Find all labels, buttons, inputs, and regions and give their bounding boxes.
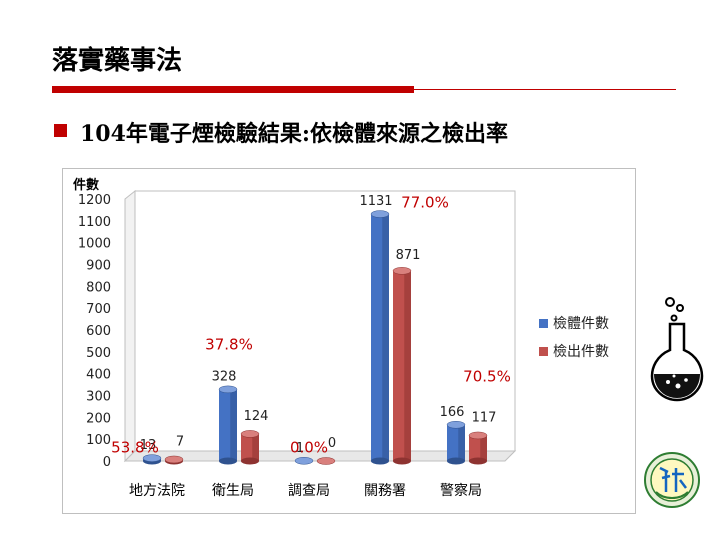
emblem-icon <box>644 452 700 508</box>
percent-label: 0.0% <box>290 438 328 456</box>
bar-2-series-2-shade <box>252 433 259 461</box>
legend-label-2: 檢出件數 <box>553 343 609 360</box>
bar-4-series-2-shade <box>404 270 411 461</box>
data-label-series-1: 328 <box>212 369 237 384</box>
y-tick-label: 700 <box>86 302 111 317</box>
bar-3-series-1-cap <box>294 457 314 465</box>
bar-5-series-1-cap <box>446 421 466 429</box>
bar-2-series-2-cap <box>240 430 260 438</box>
legend-label-1: 檢體件數 <box>553 315 609 332</box>
bar-4-series-1-base <box>371 457 389 465</box>
data-label-series-1: 1131 <box>359 194 392 209</box>
x-category-label: 關務署 <box>364 483 406 499</box>
chart-frame: 件數 0 100 200 300 400 500 600 700 800 900 1000 1100 12… <box>62 168 636 514</box>
bar-2-series-1-cap <box>218 385 238 394</box>
bar-2-series-1-shade <box>230 389 237 461</box>
bar-1-series-1-cap <box>142 454 162 462</box>
bar-5-series-2-base <box>469 457 487 465</box>
bar-2-series-2-base <box>241 457 259 465</box>
bar-5-series-1-shade <box>458 424 465 461</box>
y-tick-label: 600 <box>86 324 111 339</box>
title-underline <box>52 86 414 93</box>
bar-4-series-1-shade <box>382 214 389 461</box>
bar-chart: 件數 0 100 200 300 400 500 600 700 800 900 1000 1100 12… <box>73 177 609 499</box>
chart-side-wall <box>124 189 136 463</box>
y-tick-label: 400 <box>86 368 111 383</box>
legend-swatch-2 <box>539 347 548 356</box>
data-label-series-2: 7 <box>176 434 184 449</box>
data-label-series-2: 124 <box>244 409 269 424</box>
y-tick-label: 100 <box>86 433 111 448</box>
x-category-label: 調查局 <box>288 483 330 499</box>
bar-5-series-1-base <box>447 457 465 465</box>
percent-label: 37.8% <box>205 336 253 354</box>
y-tick-label: 800 <box>86 280 111 295</box>
bullet-icon <box>54 124 67 137</box>
bar-4-series-1-cap <box>370 210 390 218</box>
data-label-series-2: 871 <box>396 248 421 263</box>
bar-4-series-2-cap <box>392 267 412 275</box>
percent-label: 53.8% <box>111 438 159 456</box>
percent-label: 70.5% <box>463 367 511 385</box>
legend-swatch-1 <box>539 319 548 328</box>
title-underline-thin <box>414 89 676 90</box>
y-axis-title: 件數 <box>73 177 99 193</box>
y-tick-label: 200 <box>86 411 111 426</box>
data-label-series-2: 117 <box>472 410 497 425</box>
bar-5-series-2-shade <box>480 435 487 461</box>
x-category-label: 衛生局 <box>212 483 254 499</box>
x-category-label: 警察局 <box>440 482 482 499</box>
slide-title: 落實藥事法 <box>52 46 183 76</box>
data-label-series-1: 1 <box>296 441 304 456</box>
y-tick-label: 900 <box>86 259 111 274</box>
data-label-series-1: 166 <box>440 405 465 420</box>
data-label-series-2: 0 <box>328 436 336 451</box>
x-category-label: 地方法院 <box>129 483 185 499</box>
bar-1-series-2-cap <box>164 455 184 464</box>
bar-2-series-1-base <box>219 457 237 465</box>
bar-5-series-2-cap <box>468 431 488 440</box>
y-tick-label: 1100 <box>78 215 111 230</box>
y-tick-label: 1000 <box>78 237 111 252</box>
y-tick-label: 0 <box>103 455 111 470</box>
bar-3-series-2-cap <box>316 457 336 465</box>
data-label-series-1: 13 <box>140 438 157 453</box>
y-tick-label: 1200 <box>78 193 111 208</box>
percent-label: 77.0% <box>401 194 449 212</box>
bar-4-series-2-base <box>393 457 411 465</box>
slide-subtitle: 104年電子煙檢驗結果:依檢體來源之檢出率 <box>80 121 509 147</box>
y-tick-label: 300 <box>86 390 111 405</box>
flask-icon <box>650 297 704 402</box>
y-tick-label: 500 <box>86 346 111 361</box>
